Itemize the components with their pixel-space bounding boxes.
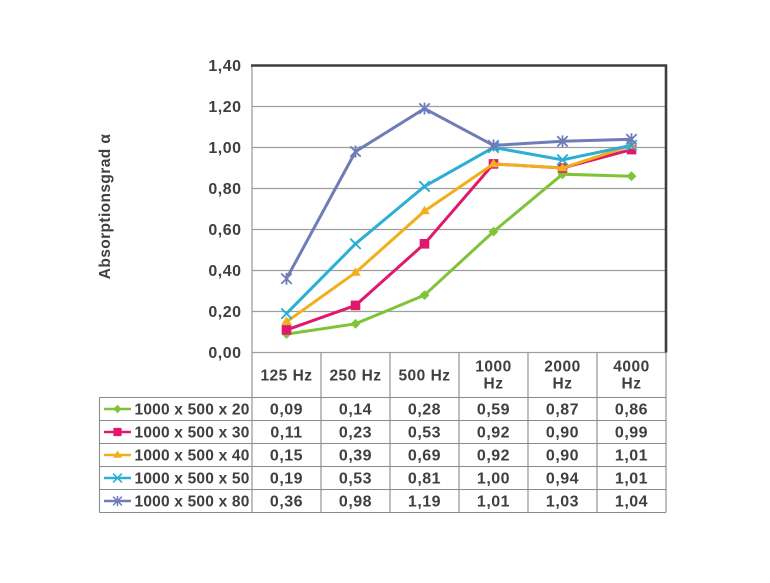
- svg-text:0,20: 0,20: [208, 304, 241, 321]
- svg-text:4000: 4000: [613, 359, 649, 376]
- svg-text:1,01: 1,01: [615, 471, 648, 488]
- svg-text:0,11: 0,11: [270, 425, 302, 442]
- svg-text:1000 x 500 x 80: 1000 x 500 x 80: [135, 493, 250, 510]
- svg-text:0,19: 0,19: [270, 471, 303, 488]
- svg-text:1000 x 500 x 30: 1000 x 500 x 30: [135, 424, 250, 441]
- svg-text:1,01: 1,01: [477, 494, 510, 511]
- svg-text:500 Hz: 500 Hz: [398, 368, 450, 385]
- svg-text:1,20: 1,20: [208, 99, 241, 116]
- svg-text:250 Hz: 250 Hz: [329, 368, 381, 385]
- svg-text:0,59: 0,59: [477, 402, 510, 419]
- svg-text:1,00: 1,00: [477, 471, 510, 488]
- svg-text:Hz: Hz: [622, 376, 642, 393]
- svg-text:1,01: 1,01: [615, 448, 648, 465]
- svg-text:0,90: 0,90: [546, 425, 579, 442]
- svg-text:0,98: 0,98: [339, 494, 372, 511]
- svg-text:0,92: 0,92: [477, 425, 510, 442]
- svg-text:0,80: 0,80: [208, 181, 241, 198]
- svg-text:0,28: 0,28: [408, 402, 441, 419]
- svg-text:0,92: 0,92: [477, 448, 510, 465]
- svg-text:0,60: 0,60: [208, 222, 241, 239]
- svg-text:0,53: 0,53: [408, 425, 441, 442]
- svg-text:0,39: 0,39: [339, 448, 372, 465]
- svg-text:Absorptionsgrad α: Absorptionsgrad α: [97, 134, 114, 280]
- svg-text:0,15: 0,15: [270, 448, 303, 465]
- svg-text:1,04: 1,04: [615, 494, 648, 511]
- svg-text:1000: 1000: [475, 359, 511, 376]
- svg-text:125 Hz: 125 Hz: [260, 368, 312, 385]
- svg-text:Hz: Hz: [484, 376, 504, 393]
- svg-text:0,69: 0,69: [408, 448, 441, 465]
- svg-text:0,14: 0,14: [339, 402, 372, 419]
- svg-text:0,99: 0,99: [615, 425, 648, 442]
- svg-text:1000 x 500 x 50: 1000 x 500 x 50: [135, 470, 250, 487]
- svg-text:0,40: 0,40: [208, 263, 241, 280]
- svg-text:0,94: 0,94: [546, 471, 579, 488]
- svg-text:1000 x 500 x 20: 1000 x 500 x 20: [135, 401, 250, 418]
- svg-text:0,86: 0,86: [615, 402, 648, 419]
- svg-text:1000 x 500 x 40: 1000 x 500 x 40: [135, 447, 250, 464]
- svg-text:0,36: 0,36: [270, 494, 303, 511]
- svg-text:0,00: 0,00: [208, 345, 241, 362]
- svg-text:0,53: 0,53: [339, 471, 372, 488]
- svg-text:0,23: 0,23: [339, 425, 372, 442]
- svg-text:1,00: 1,00: [208, 140, 241, 157]
- svg-text:1,19: 1,19: [408, 494, 441, 511]
- svg-text:Hz: Hz: [553, 376, 573, 393]
- svg-text:1,03: 1,03: [546, 494, 579, 511]
- svg-text:0,09: 0,09: [270, 402, 303, 419]
- svg-text:2000: 2000: [544, 359, 580, 376]
- svg-text:0,81: 0,81: [408, 471, 441, 488]
- svg-text:0,90: 0,90: [546, 448, 579, 465]
- svg-text:1,40: 1,40: [208, 58, 241, 75]
- svg-text:0,87: 0,87: [546, 402, 579, 419]
